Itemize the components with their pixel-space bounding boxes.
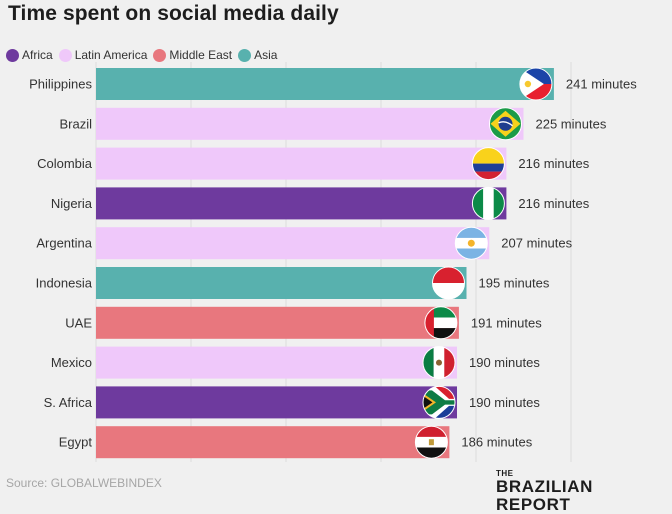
mexico-flag-icon xyxy=(422,346,456,380)
legend-label-middle-east: Middle East xyxy=(169,48,233,62)
legend-swatch-middle-east xyxy=(153,48,167,62)
value-label: 195 minutes xyxy=(479,276,550,291)
bar-row: Colombia 216 minutes xyxy=(37,147,590,181)
legend-item-africa[interactable]: Africa xyxy=(6,48,53,62)
brand-logo: THE BRAZILIAN REPORT xyxy=(496,470,672,514)
argentina-flag-icon xyxy=(454,226,488,260)
bar-row: Mexico 190 minutes xyxy=(51,346,540,380)
bar[interactable] xyxy=(96,107,524,140)
bar-chart: Philippines 241 minutes Brazil 225 minutes C… xyxy=(29,62,637,462)
uae-flag-icon xyxy=(424,306,458,340)
value-label: 186 minutes xyxy=(461,435,532,450)
bar-row: S. Africa 190 minutes xyxy=(44,385,540,419)
chart-title: Time spent on social media daily xyxy=(8,2,339,25)
value-label: 241 minutes xyxy=(566,77,637,92)
brand-logo-name: BRAZILIAN REPORT xyxy=(496,477,593,514)
legend-label-africa: Africa xyxy=(22,48,53,62)
bar[interactable] xyxy=(96,187,507,220)
category-label: Brazil xyxy=(59,116,92,131)
bar[interactable] xyxy=(96,227,490,260)
brand-logo-small: THE xyxy=(496,469,514,478)
nigeria-flag-icon xyxy=(471,186,505,220)
category-label: Egypt xyxy=(59,435,93,450)
chart-bars: Philippines 241 minutes Brazil 225 minutes C… xyxy=(29,67,637,459)
bar-row: Indonesia 195 minutes xyxy=(36,266,550,300)
bar-row: UAE 191 minutes xyxy=(65,306,542,340)
legend: Africa Latin America Middle East Asia xyxy=(6,46,283,64)
egypt-flag-icon xyxy=(414,425,448,459)
value-label: 207 minutes xyxy=(501,236,572,251)
value-label: 191 minutes xyxy=(471,315,542,330)
bar-row: Egypt 186 minutes xyxy=(59,425,533,459)
value-label: 190 minutes xyxy=(469,395,540,410)
legend-label-latin-america: Latin America xyxy=(74,48,148,62)
category-label: Nigeria xyxy=(51,196,93,211)
legend-item-latin-america[interactable]: Latin America xyxy=(58,48,148,62)
bar[interactable] xyxy=(96,68,554,100)
south-africa-flag-icon xyxy=(422,385,456,419)
bar-row: Argentina 207 minutes xyxy=(36,226,573,260)
colombia-flag-icon xyxy=(471,147,505,181)
category-label: Argentina xyxy=(36,236,92,251)
bar[interactable] xyxy=(96,346,457,379)
indonesia-flag-icon xyxy=(432,266,465,300)
category-label: Colombia xyxy=(37,156,93,171)
category-label: UAE xyxy=(65,315,92,330)
bar[interactable] xyxy=(96,267,467,299)
legend-item-asia[interactable]: Asia xyxy=(238,48,277,62)
value-label: 216 minutes xyxy=(518,196,589,211)
value-label: 216 minutes xyxy=(518,156,589,171)
bar[interactable] xyxy=(96,386,457,419)
value-label: 190 minutes xyxy=(469,355,540,370)
bar-row: Nigeria 216 minutes xyxy=(51,186,590,220)
bar[interactable] xyxy=(96,426,450,459)
category-label: Mexico xyxy=(51,355,92,370)
legend-label-asia: Asia xyxy=(254,48,278,62)
brazil-flag-icon xyxy=(489,107,522,141)
legend-swatch-asia xyxy=(238,48,252,62)
category-label: Philippines xyxy=(29,77,92,92)
legend-item-middle-east[interactable]: Middle East xyxy=(153,48,232,62)
value-label: 225 minutes xyxy=(536,116,607,131)
bar[interactable] xyxy=(96,147,507,180)
bar-row: Philippines 241 minutes xyxy=(29,67,637,101)
bar-row: Brazil 225 minutes xyxy=(59,107,607,141)
category-label: S. Africa xyxy=(44,395,93,410)
philippines-flag-icon xyxy=(519,67,553,101)
bar[interactable] xyxy=(96,306,459,339)
legend-swatch-latin-america xyxy=(58,48,72,62)
category-label: Indonesia xyxy=(36,276,93,291)
legend-swatch-africa xyxy=(6,48,19,62)
source-note: Source: GLOBALWEBINDEX xyxy=(6,476,162,490)
